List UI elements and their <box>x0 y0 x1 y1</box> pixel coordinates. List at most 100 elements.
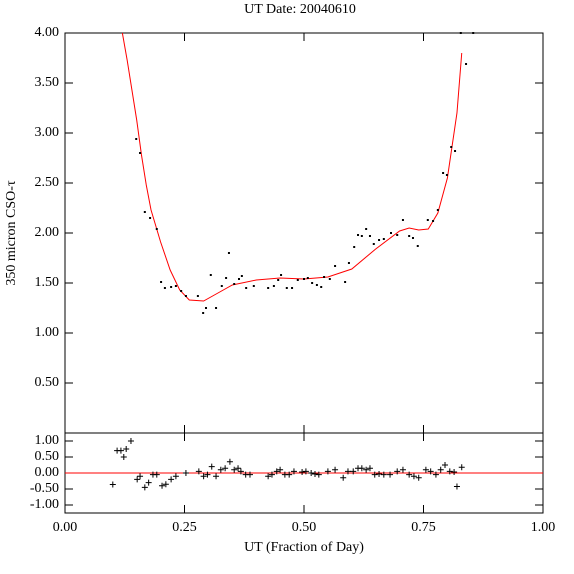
data-point <box>205 307 208 309</box>
data-point <box>280 274 283 276</box>
residual-point <box>117 447 124 454</box>
data-point <box>436 209 439 211</box>
data-point <box>220 285 223 287</box>
data-point <box>291 287 294 289</box>
residual-point <box>246 471 253 478</box>
residual-point <box>273 468 280 475</box>
residual-point <box>217 466 224 473</box>
data-point <box>411 237 414 239</box>
residual-point <box>120 454 127 460</box>
residual-point <box>332 466 339 473</box>
data-point <box>445 174 448 176</box>
data-point <box>170 286 173 288</box>
residual-point <box>226 458 233 465</box>
y-tick-label: -1.00 <box>30 497 59 512</box>
data-point <box>184 295 187 297</box>
data-point <box>303 278 305 280</box>
data-point <box>408 235 411 237</box>
residual-point <box>208 463 215 470</box>
data-point <box>163 287 166 289</box>
data-point <box>237 278 240 280</box>
data-point <box>328 278 331 280</box>
data-point <box>344 281 347 283</box>
top-frame <box>64 32 544 434</box>
residual-point <box>380 471 387 478</box>
residual-point <box>235 465 242 472</box>
data-point <box>353 246 356 248</box>
residual-point <box>376 470 383 477</box>
data-point <box>225 277 228 279</box>
residual-point <box>195 468 202 475</box>
residual-point <box>451 469 458 476</box>
data-point <box>372 243 375 245</box>
residual-point <box>358 465 365 472</box>
data-point <box>320 286 323 288</box>
data-point <box>389 232 392 234</box>
data-point <box>368 235 371 237</box>
data-point <box>465 63 468 65</box>
y-tick-label: -0.50 <box>30 481 59 496</box>
residual-point <box>134 476 141 483</box>
data-point <box>135 138 138 140</box>
chart-title: UT Date: 20040610 <box>244 2 356 17</box>
residual-point <box>371 471 378 478</box>
y-tick-label: 2.50 <box>35 175 60 190</box>
residual-point <box>123 446 130 452</box>
data-point <box>454 150 457 152</box>
data-point <box>360 235 363 237</box>
residual-point <box>399 466 406 473</box>
data-point <box>272 285 275 287</box>
residual-point <box>213 473 220 480</box>
data-point <box>174 285 177 287</box>
residual-point <box>302 468 309 475</box>
data-point <box>139 152 142 154</box>
data-point <box>442 172 445 174</box>
residual-point <box>222 465 229 472</box>
y-tick-label: 1.00 <box>35 433 60 448</box>
residual-point <box>442 462 449 468</box>
data-point <box>252 285 255 287</box>
data-point <box>209 274 212 276</box>
residual-point <box>415 474 422 481</box>
residual-point <box>344 468 351 475</box>
data-point <box>311 282 314 284</box>
residual-point <box>268 471 275 478</box>
data-point <box>401 219 404 221</box>
residual-point <box>422 466 429 473</box>
residual-point <box>432 471 439 478</box>
residual-point <box>162 481 169 488</box>
residual-point <box>290 468 297 475</box>
residual-point <box>324 468 331 475</box>
data-point <box>323 276 326 278</box>
residual-point <box>350 468 357 475</box>
residual-point <box>200 473 207 480</box>
x-tick-label: 0.00 <box>53 520 78 535</box>
data-point <box>432 220 435 222</box>
residual-point <box>363 466 370 473</box>
residual-point <box>366 465 373 472</box>
residual-point <box>127 438 134 444</box>
data-point <box>267 287 270 289</box>
y-tick-label: 0.50 <box>35 449 60 464</box>
residual-point <box>437 466 444 473</box>
y-tick-label: 2.00 <box>35 225 60 240</box>
residual-point <box>340 474 347 481</box>
data-point <box>378 239 381 241</box>
data-point <box>459 32 462 34</box>
residual-point <box>427 468 434 475</box>
data-point <box>450 146 453 148</box>
data-point <box>296 279 299 281</box>
data-point <box>426 219 429 221</box>
y-axis-label: 350 micron CSO-τ <box>4 180 19 286</box>
residual-point <box>145 479 152 486</box>
residual-point <box>410 473 417 480</box>
data-point <box>285 287 288 289</box>
residual-point <box>311 470 318 477</box>
residual-point <box>277 466 284 473</box>
data-point <box>334 265 337 267</box>
residual-point <box>172 473 179 480</box>
residual-point <box>446 468 453 475</box>
y-tick-label: 1.50 <box>35 275 60 290</box>
x-tick-label: 0.50 <box>292 520 317 535</box>
residual-point <box>159 482 166 489</box>
